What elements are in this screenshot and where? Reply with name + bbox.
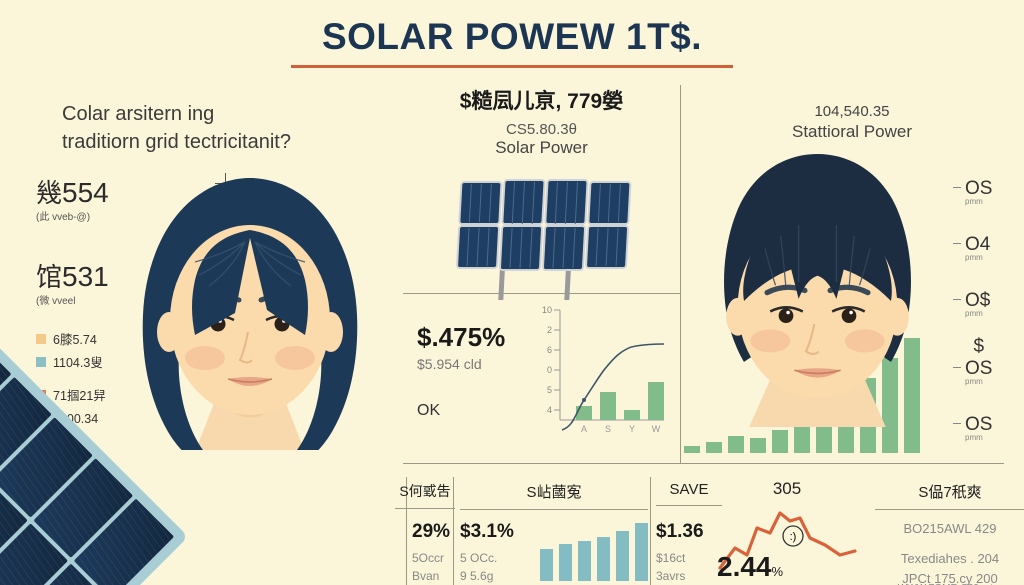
- svg-text:10: 10: [542, 305, 552, 315]
- svg-text:2: 2: [547, 325, 552, 335]
- svg-text:5: 5: [547, 385, 552, 395]
- svg-text:0: 0: [547, 365, 552, 375]
- svg-text::): :): [790, 531, 797, 543]
- svg-text:S: S: [605, 424, 611, 434]
- svg-text:W: W: [652, 424, 661, 434]
- svg-text:6: 6: [547, 345, 552, 355]
- svg-text:Y: Y: [629, 424, 635, 434]
- svg-text:A: A: [581, 424, 587, 434]
- svg-text:4: 4: [547, 405, 552, 415]
